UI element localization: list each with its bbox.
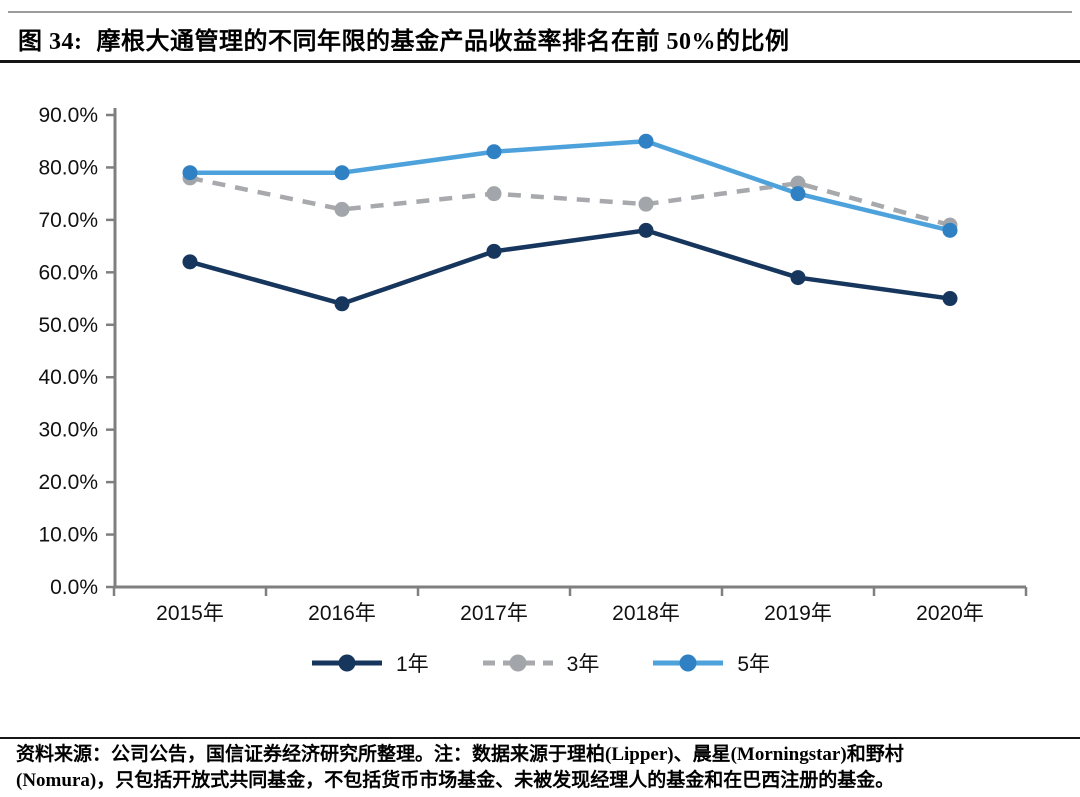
legend-item-5y: 5年 xyxy=(651,648,770,678)
legend-label-1y: 1年 xyxy=(395,653,429,676)
y-axis-tick-label: 90.0% xyxy=(38,104,98,127)
data-point-3年-2019年 xyxy=(790,175,806,191)
y-axis-tick-label: 0.0% xyxy=(50,576,98,599)
x-axis-label: 2015年 xyxy=(156,602,224,625)
data-point-5年-2018年 xyxy=(638,133,654,149)
data-point-1年-2019年 xyxy=(790,270,806,286)
y-axis-tick-label: 70.0% xyxy=(38,209,98,232)
data-point-1年-2016年 xyxy=(334,296,350,312)
chart-area: 0.0% 10.0% 20.0% 30.0% 40.0% 50.0% 60.0% 70.0% 8… xyxy=(0,80,1080,680)
source-note-line-2: (Nomura)，只包括开放式共同基金，不包括货币市场基金、未被发现经理人的基金… xyxy=(16,770,895,791)
data-point-3年-2017年 xyxy=(486,186,502,202)
legend-swatch-1y xyxy=(311,654,382,672)
data-point-1年-2015年 xyxy=(182,254,198,270)
series-line-5年 xyxy=(187,138,953,233)
data-point-1年-2020年 xyxy=(942,291,958,307)
data-point-3年-2016年 xyxy=(334,201,350,217)
y-axis-tick-label: 50.0% xyxy=(38,314,98,337)
y-axis-tick-label: 40.0% xyxy=(38,366,98,389)
data-point-1年-2017年 xyxy=(486,243,502,259)
legend-swatch-3y xyxy=(482,654,553,672)
legend-item-1y: 1年 xyxy=(310,648,429,678)
figure-title: 摩根大通管理的不同年限的基金产品收益率排名在前 50%的比例 xyxy=(96,29,790,55)
x-axis-label: 2018年 xyxy=(612,602,680,625)
footer-divider xyxy=(0,737,1080,739)
legend-marker-1年 xyxy=(338,654,356,672)
top-divider xyxy=(8,11,1072,13)
x-axis-label: 2019年 xyxy=(764,602,832,625)
data-point-5年-2020年 xyxy=(942,222,958,238)
y-axis-tick-label: 60.0% xyxy=(38,261,98,284)
x-axis-label: 2016年 xyxy=(308,602,376,625)
series-line-1年 xyxy=(187,228,953,307)
data-point-5年-2016年 xyxy=(334,165,350,181)
chart-legend: 1年 3年 5年 xyxy=(0,648,1080,678)
data-point-5年-2017年 xyxy=(486,144,502,160)
figure-header: 图 34: 摩根大通管理的不同年限的基金产品收益率排名在前 50%的比例 xyxy=(18,21,1068,56)
data-point-5年-2015年 xyxy=(182,165,198,181)
source-note-line-1: 资料来源：公司公告，国信证券经济研究所整理。注：数据来源于理柏(Lipper)、… xyxy=(16,744,904,765)
legend-marker-3年 xyxy=(509,654,527,672)
line-chart: 0.0% 10.0% 20.0% 30.0% 40.0% 50.0% 60.0% 70.0% 8… xyxy=(38,104,1028,625)
x-axis-label: 2017年 xyxy=(460,602,528,625)
y-axis-tick-label: 20.0% xyxy=(38,471,98,494)
y-axis-tick-label: 10.0% xyxy=(38,524,98,547)
figure-label: 图 34: xyxy=(18,29,83,55)
source-note: 资料来源：公司公告，国信证券经济研究所整理。注：数据来源于理柏(Lipper)、… xyxy=(16,742,1072,794)
legend-item-3y: 3年 xyxy=(481,648,600,678)
y-axis-tick-label: 30.0% xyxy=(38,419,98,442)
legend-swatch-5y xyxy=(653,654,724,672)
legend-label-5y: 5年 xyxy=(737,653,771,676)
x-axis-label: 2020年 xyxy=(916,602,984,625)
data-point-3年-2018年 xyxy=(638,196,654,212)
data-point-1年-2018年 xyxy=(638,222,654,238)
legend-label-3y: 3年 xyxy=(566,653,600,676)
data-point-5年-2019年 xyxy=(790,186,806,202)
y-axis-tick-label: 80.0% xyxy=(38,156,98,179)
legend-marker-5年 xyxy=(679,654,697,672)
title-divider xyxy=(0,60,1080,63)
